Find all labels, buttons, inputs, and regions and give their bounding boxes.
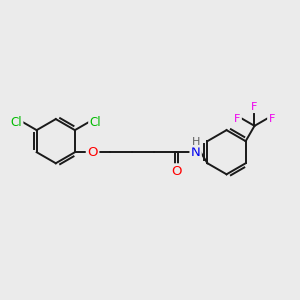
Text: F: F [268,113,275,124]
Text: Cl: Cl [10,116,22,128]
Text: F: F [251,102,258,112]
Text: F: F [234,113,241,124]
Text: Cl: Cl [90,116,101,128]
Text: O: O [171,165,182,178]
Text: O: O [87,146,98,159]
Text: N: N [191,146,200,159]
Text: H: H [191,137,200,147]
